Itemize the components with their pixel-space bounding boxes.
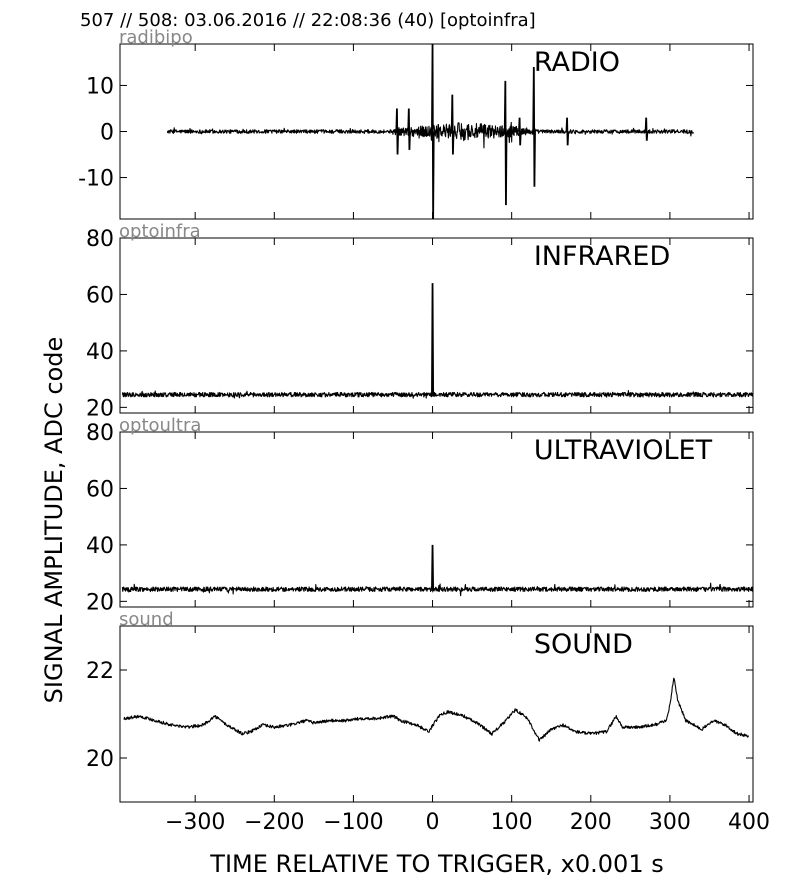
spike-mark — [431, 44, 435, 219]
y-tick-label: 60 — [86, 283, 114, 308]
spike-mark — [407, 108, 411, 150]
spike-mark — [395, 108, 400, 155]
spike-mark — [518, 117, 522, 146]
panel-optoultra: 20 40 60 80 optoultra ULTRAVIOLET — [86, 415, 754, 615]
y-tick-label: 60 — [86, 477, 114, 502]
panel-optoinfra: 20 40 60 80 optoinfra INFRARED — [86, 221, 754, 421]
panel-sound: 20 22 −300 −200 −100 0 100 200 300 400 sound SOUND — [86, 609, 770, 835]
y-tick-label: 20 — [86, 590, 114, 615]
plot-frame — [119, 431, 754, 608]
plot-frame — [119, 237, 754, 414]
y-axis-label: SIGNAL AMPLITUDE, ADC code — [40, 337, 68, 704]
series-line — [123, 677, 750, 742]
figure-header: 507 // 508: 03.06.2016 // 22:08:36 (40) … — [80, 10, 536, 31]
panel-channel-name: sound — [119, 609, 174, 630]
spike-mark — [565, 117, 570, 146]
spike-mark — [644, 117, 649, 141]
y-tick-label: 20 — [86, 747, 114, 772]
panel-title: SOUND — [534, 629, 633, 660]
panel-title: INFRARED — [534, 241, 670, 272]
x-tick-label: −300 — [165, 810, 225, 835]
panel-radibipo: -10 0 10 radibipo RADIO — [78, 27, 754, 220]
y-tick-label: 10 — [86, 74, 114, 99]
x-tick-label: −100 — [323, 810, 383, 835]
x-tick-label: −200 — [244, 810, 304, 835]
y-tick-label: 80 — [86, 227, 114, 252]
y-tick-label: 80 — [86, 421, 114, 446]
y-tick-label: 40 — [86, 534, 114, 559]
x-axis-label: TIME RELATIVE TO TRIGGER, x0.001 s — [209, 850, 663, 878]
y-tick-label: 40 — [86, 340, 114, 365]
spike-mark — [431, 283, 435, 397]
series-line — [121, 582, 753, 597]
x-tick-label: 400 — [728, 810, 770, 835]
x-tick-label: 100 — [491, 810, 533, 835]
x-tick-label: 300 — [649, 810, 691, 835]
x-tick-label: 200 — [570, 810, 612, 835]
y-tick-label: 20 — [86, 396, 114, 421]
y-tick-label: 0 — [100, 121, 114, 146]
panel-channel-name: optoultra — [119, 415, 201, 436]
plot-frame — [119, 625, 754, 803]
spike-mark — [503, 80, 508, 206]
x-tick-label: 0 — [426, 810, 440, 835]
panel-title: ULTRAVIOLET — [534, 435, 713, 466]
panel-channel-name: optoinfra — [119, 221, 201, 242]
panel-title: RADIO — [534, 47, 620, 78]
y-tick-label: -10 — [78, 167, 114, 192]
y-tick-label: 22 — [86, 659, 114, 684]
spike-mark — [532, 67, 536, 187]
series-line — [121, 389, 753, 399]
panel-channel-name: radibipo — [119, 27, 193, 48]
series-line — [166, 121, 695, 149]
spike-mark — [450, 94, 455, 155]
spike-mark — [431, 544, 435, 593]
